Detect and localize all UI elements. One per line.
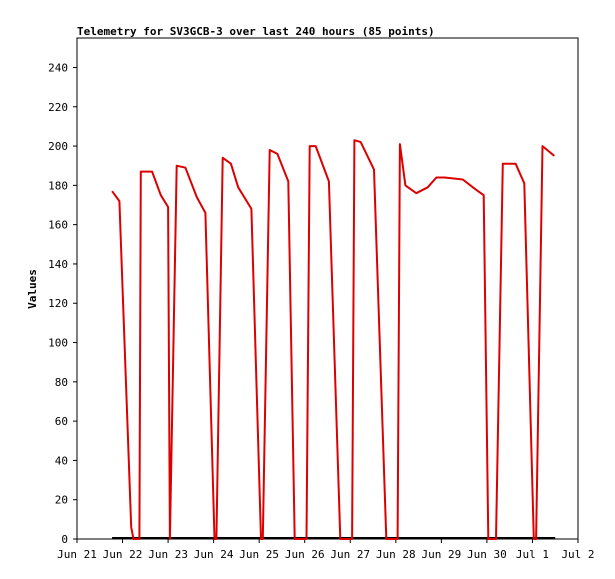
x-tick-label: Jun 22 <box>103 548 143 561</box>
y-tick-label: 40 <box>55 454 68 467</box>
y-tick-label: 220 <box>48 101 68 114</box>
x-tick-label: Jun 24 <box>194 548 234 561</box>
y-tick-label: 240 <box>48 61 68 74</box>
y-tick-label: 180 <box>48 179 68 192</box>
x-tick-label: Jun 25 <box>239 548 279 561</box>
y-tick-label: 200 <box>48 140 68 153</box>
y-axis-label: Values <box>26 269 39 309</box>
y-tick-label: 80 <box>55 376 68 389</box>
series-layer <box>111 139 555 540</box>
y-tick-label: 60 <box>55 415 68 428</box>
x-tick-label: Jun 26 <box>285 548 325 561</box>
chart-title: Telemetry for SV3GCB-3 over last 240 hou… <box>77 25 435 38</box>
x-tick-label: Jun 27 <box>330 548 370 561</box>
x-axis: Jun 21 Jun 22 Jun 23 Jun 24 Jun 25 Jun 26 Jun … <box>57 539 595 561</box>
plot-frame <box>76 37 579 540</box>
telemetry-series-line <box>111 139 555 540</box>
x-tick-label: Jun 21 <box>57 548 97 561</box>
y-tick-label: 160 <box>48 219 68 232</box>
x-tick-label: Jun 23 <box>148 548 188 561</box>
x-tick-label: Jul 2 <box>561 548 594 561</box>
y-tick-label: 0 <box>61 533 68 546</box>
y-tick-label: 100 <box>48 337 68 350</box>
y-axis: 0 20 40 60 80 100 120 140 160 180 200 220 240 <box>48 61 77 546</box>
x-tick-label: Jun 29 <box>421 548 461 561</box>
y-tick-label: 140 <box>48 258 68 271</box>
y-tick-label: 20 <box>55 494 68 507</box>
x-tick-label: Jun 28 <box>376 548 416 561</box>
x-tick-label: Jul 1 <box>516 548 549 561</box>
x-tick-label: Jun 30 <box>467 548 507 561</box>
y-tick-label: 120 <box>48 297 68 310</box>
